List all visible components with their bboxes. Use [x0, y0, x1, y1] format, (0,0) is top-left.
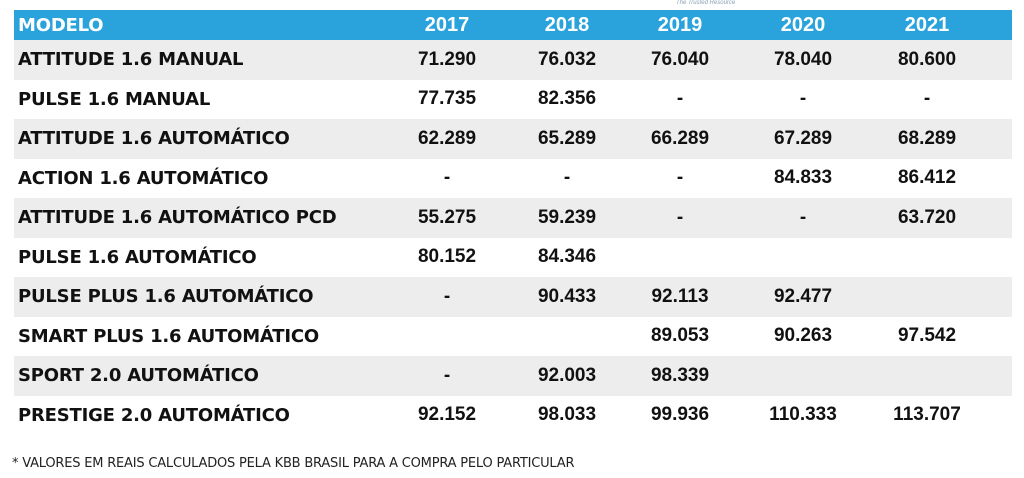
price-2020: -: [799, 206, 807, 228]
price-2020: 110.333: [769, 404, 837, 426]
model-name: ACTION 1.6 AUTOMÁTICO: [18, 167, 269, 189]
header-2017: 2017: [424, 13, 470, 36]
price-2018: 76.032: [537, 48, 597, 70]
table-row: SMART PLUS 1.6 AUTOMÁTICO 89.053 90.263 …: [14, 317, 1012, 357]
model-name: ATTITUDE 1.6 AUTOMÁTICO: [18, 128, 290, 150]
footnote: * VALORES EM REAIS CALCULADOS PELA KBB B…: [12, 456, 575, 471]
header-model: MODELO: [18, 14, 104, 36]
price-2020: 84.833: [773, 167, 833, 189]
header-2021: 2021: [904, 13, 950, 36]
model-name: ATTITUDE 1.6 MANUAL: [18, 49, 244, 71]
price-2019: 66.289: [650, 127, 710, 149]
price-2020: -: [799, 88, 807, 110]
price-2019: -: [676, 167, 684, 189]
price-2017: 55.275: [417, 206, 477, 228]
model-name: ATTITUDE 1.6 AUTOMÁTICO PCD: [18, 207, 337, 229]
price-2017: 77.735: [417, 88, 477, 110]
model-name: PULSE 1.6 AUTOMÁTICO: [18, 246, 257, 268]
price-2021: 86.412: [897, 167, 957, 189]
price-2021: -: [923, 88, 931, 110]
price-2021: 113.707: [893, 404, 961, 426]
price-2019: 92.113: [651, 285, 709, 307]
table-row: PULSE 1.6 MANUAL 77.735 82.356 - - -: [14, 80, 1012, 120]
table-row: ATTITUDE 1.6 MANUAL 71.290 76.032 76.040…: [14, 40, 1012, 80]
table-row: ACTION 1.6 AUTOMÁTICO - - - 84.833 86.41…: [14, 159, 1012, 199]
price-2019: 99.936: [650, 404, 710, 426]
price-2017: -: [443, 364, 451, 386]
price-2020: 90.263: [773, 325, 833, 347]
price-2021: 97.542: [897, 325, 957, 347]
model-name: SMART PLUS 1.6 AUTOMÁTICO: [18, 325, 319, 347]
price-2019: 89.053: [650, 325, 710, 347]
price-2018: 98.033: [537, 404, 597, 426]
header-2020: 2020: [780, 13, 826, 36]
price-2019: -: [676, 206, 684, 228]
brand-tagline: The Trusted Resource: [676, 0, 736, 6]
model-name: PRESTIGE 2.0 AUTOMÁTICO: [18, 404, 290, 426]
price-2017: -: [443, 285, 451, 307]
price-2017: 80.152: [417, 246, 477, 268]
table-row: ATTITUDE 1.6 AUTOMÁTICO PCD 55.275 59.23…: [14, 198, 1012, 238]
model-name: PULSE 1.6 MANUAL: [18, 88, 211, 110]
price-2021: 63.720: [897, 206, 957, 228]
table-row: ATTITUDE 1.6 AUTOMÁTICO 62.289 65.289 66…: [14, 119, 1012, 159]
table-row: PULSE 1.6 AUTOMÁTICO 80.152 84.346: [14, 238, 1012, 278]
price-2018: 65.289: [537, 127, 597, 149]
table-row: PRESTIGE 2.0 AUTOMÁTICO 92.152 98.033 99…: [14, 396, 1012, 436]
table-row: PULSE PLUS 1.6 AUTOMÁTICO - 90.433 92.11…: [14, 277, 1012, 317]
price-2020: 67.289: [773, 127, 833, 149]
price-2020: 92.477: [773, 285, 833, 307]
price-2018: 84.346: [537, 246, 597, 268]
price-2018: 59.239: [537, 206, 597, 228]
model-name: PULSE PLUS 1.6 AUTOMÁTICO: [18, 286, 314, 308]
price-2017: -: [443, 167, 451, 189]
price-2017: 62.289: [417, 127, 477, 149]
price-2018: -: [563, 167, 571, 189]
price-2019: -: [676, 88, 684, 110]
price-2018: 92.003: [537, 364, 597, 386]
table-header-row: MODELO 2017 2018 2019 2020 2021: [14, 10, 1012, 40]
header-2019: 2019: [657, 13, 703, 36]
price-2019: 98.339: [650, 364, 710, 386]
price-2021: 68.289: [897, 127, 957, 149]
header-2018: 2018: [544, 13, 590, 36]
price-2019: 76.040: [650, 48, 710, 70]
price-2020: 78.040: [773, 48, 833, 70]
price-2018: 90.433: [537, 285, 597, 307]
price-2018: 82.356: [537, 88, 597, 110]
table-row: SPORT 2.0 AUTOMÁTICO - 92.003 98.339: [14, 356, 1012, 396]
price-2021: 80.600: [897, 48, 957, 70]
price-table: MODELO 2017 2018 2019 2020 2021 ATTITUDE…: [14, 10, 1012, 435]
price-2017: 92.152: [417, 404, 477, 426]
model-name: SPORT 2.0 AUTOMÁTICO: [18, 365, 259, 387]
price-2017: 71.290: [417, 48, 477, 70]
